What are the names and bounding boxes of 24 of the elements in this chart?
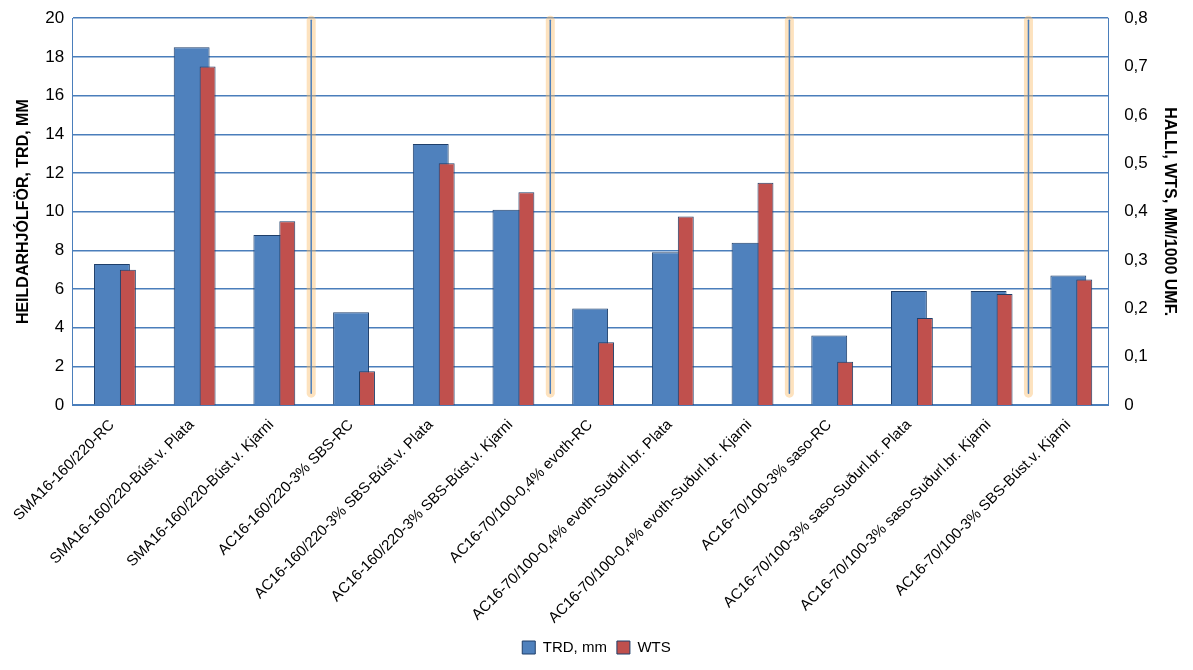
y2-tick-label: 0,7 [1124,56,1148,76]
y2-tick-label: 0,6 [1124,104,1148,124]
legend-label: WTS [637,637,671,655]
y-axis-title: HEILDARHJÓLFÖR, TRD, MM [13,99,32,325]
y-tick-label: 4 [54,317,65,337]
legend-label: TRD, mm [542,637,607,655]
y2-axis-title: HALLI, WTS, MM/1000 UMF. [1161,107,1179,317]
y-tick-label: 12 [45,162,65,182]
y-tick-label: 18 [45,46,65,66]
y2-tick-label: 0,8 [1124,7,1148,27]
y2-tick-label: 0,2 [1124,298,1148,318]
y2-tick-label: 0 [1124,394,1134,414]
y2-tick-label: 0,1 [1124,346,1148,366]
y-tick-label: 2 [54,356,65,376]
y2-tick-label: 0,5 [1124,153,1148,172]
y-tick-label: 20 [45,7,65,27]
y-tick-label: 14 [45,123,65,143]
y-tick-label: 10 [45,201,65,221]
y-tick-label: 0 [54,394,65,414]
y-tick-label: 8 [54,240,65,260]
y2-tick-label: 0,3 [1124,249,1148,269]
y-tick-label: 16 [45,85,65,105]
y2-tick-label: 0,4 [1124,201,1148,221]
y-tick-label: 6 [54,278,65,298]
